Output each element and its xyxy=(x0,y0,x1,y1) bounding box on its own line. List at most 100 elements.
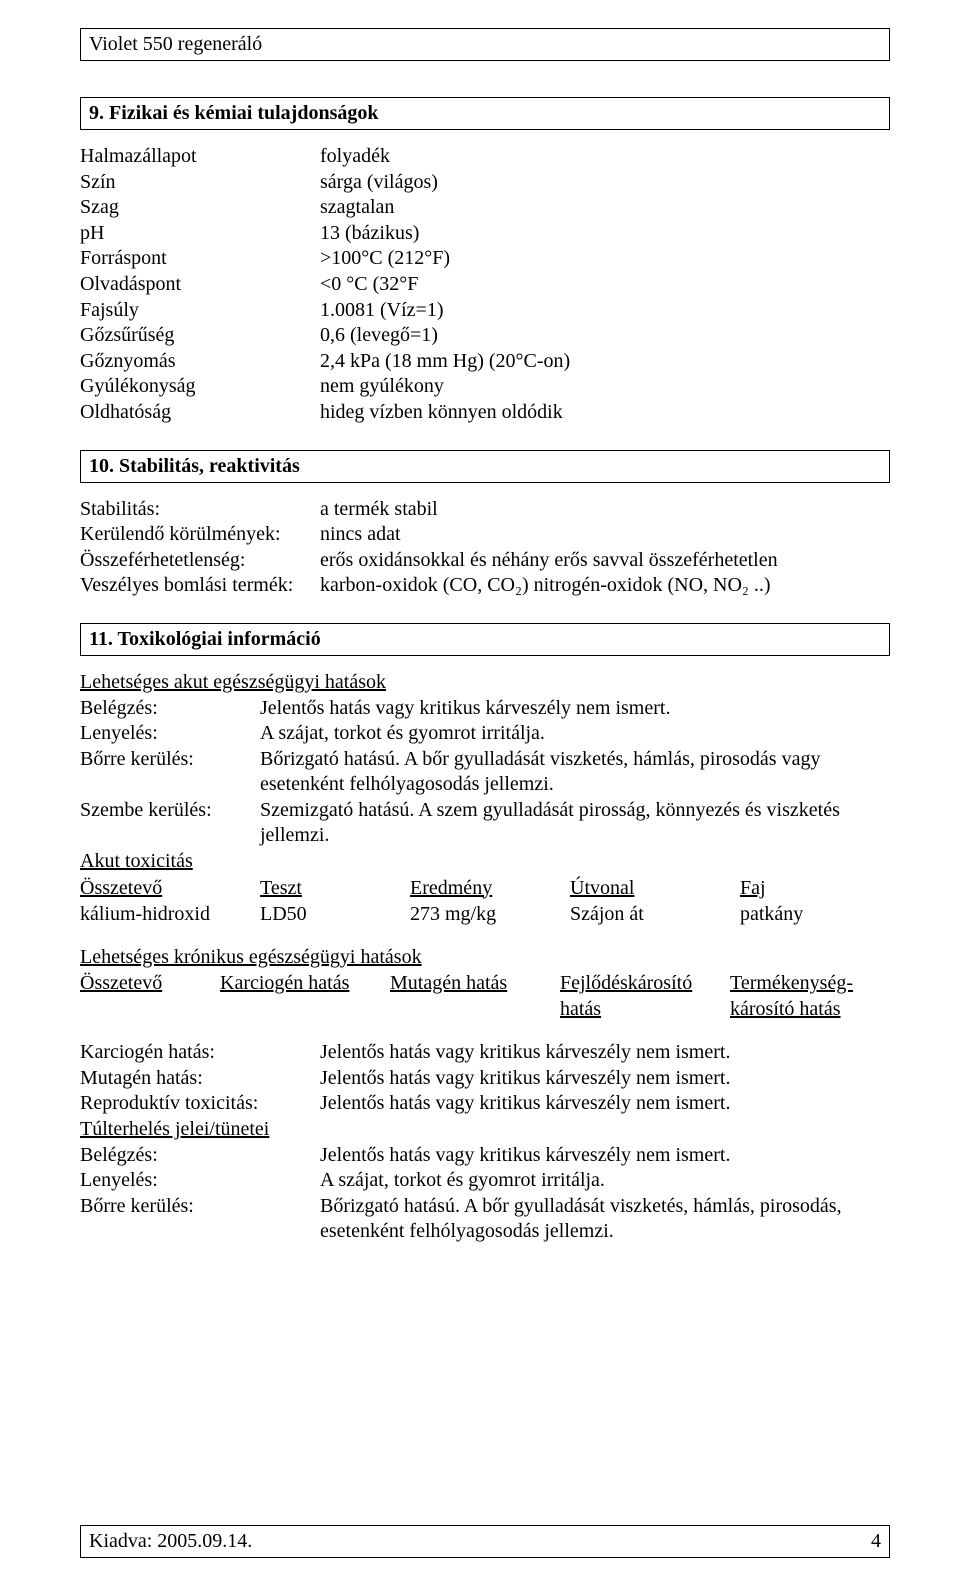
prop-key: Összeférhetetlenség: xyxy=(80,548,320,574)
prop-val: 2,4 kPa (18 mm Hg) (20°C-on) xyxy=(320,349,890,375)
col-header: Faj xyxy=(740,875,890,901)
overload-label: Túlterhelés jelei/tünetei xyxy=(80,1117,890,1143)
section-heading-10: 10. Stabilitás, reaktivitás xyxy=(80,450,890,483)
section-heading-text: 9. Fizikai és kémiai tulajdonságok xyxy=(89,102,378,124)
prop-key: Kerülendő körülmények: xyxy=(80,522,320,548)
prop-val: szagtalan xyxy=(320,195,890,221)
prop-key: Gőzsűrűség xyxy=(80,323,320,349)
prop-key: Belégzés: xyxy=(80,1143,320,1169)
prop-val: nem gyúlékony xyxy=(320,374,890,400)
col-header: Eredmény xyxy=(410,875,570,901)
table-row: Kerülendő körülmények: nincs adat xyxy=(80,522,890,548)
col-header: Karciogén hatás xyxy=(220,970,390,996)
table-row: Mutagén hatás: Jelentős hatás vagy kriti… xyxy=(80,1066,890,1092)
section-heading-text: 11. Toxikológiai információ xyxy=(89,628,321,650)
page-title: Violet 550 regeneráló xyxy=(89,33,262,55)
table-row: Veszélyes bomlási termék: karbon-oxidok … xyxy=(80,573,890,599)
footer-page-number: 4 xyxy=(871,1530,881,1553)
col-header: Összetevő xyxy=(80,875,260,901)
prop-val: A szájat, torkot és gyomrot irritálja. xyxy=(320,1168,890,1194)
table-row: Forráspont >100°C (212°F) xyxy=(80,246,890,272)
page-title-box: Violet 550 regeneráló xyxy=(80,28,890,61)
col-header: Mutagén hatás xyxy=(390,970,560,996)
table-row: Stabilitás: a termék stabil xyxy=(80,497,890,523)
prop-val: Szemizgató hatású. A szem gyulladását pi… xyxy=(260,798,890,849)
prop-val: hideg vízben könnyen oldódik xyxy=(320,400,890,426)
table-row: Gyúlékonyság nem gyúlékony xyxy=(80,374,890,400)
acute-tox-label: Akut toxicitás xyxy=(80,849,890,875)
col-header xyxy=(390,996,560,1022)
document-page: Violet 550 regeneráló 9. Fizikai és kémi… xyxy=(0,0,960,1586)
acute-subheading: Lehetséges akut egészségügyi hatások xyxy=(80,670,890,696)
prop-val: Jelentős hatás vagy kritikus kárveszély … xyxy=(320,1040,890,1066)
table-row: Karciogén hatás: Jelentős hatás vagy kri… xyxy=(80,1040,890,1066)
section-heading-text: 10. Stabilitás, reaktivitás xyxy=(89,455,300,477)
prop-key: Bőrre kerülés: xyxy=(80,747,260,798)
prop-key: Lenyelés: xyxy=(80,1168,320,1194)
prop-key: pH xyxy=(80,221,320,247)
col-header: Összetevő xyxy=(80,970,220,996)
table-row: Lenyelés: A szájat, torkot és gyomrot ir… xyxy=(80,1168,890,1194)
table-row: Bőrre kerülés: Bőrizgató hatású. A bőr g… xyxy=(80,747,890,798)
table-row: Oldhatóság hideg vízben könnyen oldódik xyxy=(80,400,890,426)
section-heading-9: 9. Fizikai és kémiai tulajdonságok xyxy=(80,97,890,130)
prop-key: Lenyelés: xyxy=(80,721,260,747)
prop-val: sárga (világos) xyxy=(320,170,890,196)
prop-val: karbon-oxidok (CO, CO₂) nitrogén-oxidok … xyxy=(320,573,890,599)
acute-effects-table: Belégzés: Jelentős hatás vagy kritikus k… xyxy=(80,696,890,850)
table-row: Olvadáspont <0 °C (32°F xyxy=(80,272,890,298)
prop-key: Reproduktív toxicitás: xyxy=(80,1091,320,1117)
prop-key: Szag xyxy=(80,195,320,221)
table-row: Szag szagtalan xyxy=(80,195,890,221)
prop-val: Jelentős hatás vagy kritikus kárveszély … xyxy=(320,1091,890,1117)
prop-key: Olvadáspont xyxy=(80,272,320,298)
chronic-effects-table: Karciogén hatás: Jelentős hatás vagy kri… xyxy=(80,1040,890,1117)
chronic-table-header: Összetevő Karciogén hatás Mutagén hatás … xyxy=(80,970,890,996)
col-header xyxy=(80,996,220,1022)
prop-key: Veszélyes bomlási termék: xyxy=(80,573,320,599)
prop-key: Karciogén hatás: xyxy=(80,1040,320,1066)
col-header: Fejlődéskárosító xyxy=(560,970,730,996)
prop-val: Bőrizgató hatású. A bőr gyulladását visz… xyxy=(320,1194,890,1245)
table-row: Reproduktív toxicitás: Jelentős hatás va… xyxy=(80,1091,890,1117)
prop-key: Gőznyomás xyxy=(80,349,320,375)
table-row: Gőznyomás 2,4 kPa (18 mm Hg) (20°C-on) xyxy=(80,349,890,375)
prop-val: 1.0081 (Víz=1) xyxy=(320,298,890,324)
prop-key: Belégzés: xyxy=(80,696,260,722)
acute-table-row: kálium-hidroxid LD50 273 mg/kg Szájon át… xyxy=(80,901,890,927)
section-heading-11: 11. Toxikológiai információ xyxy=(80,623,890,656)
table-row: Gőzsűrűség 0,6 (levegő=1) xyxy=(80,323,890,349)
prop-key: Mutagén hatás: xyxy=(80,1066,320,1092)
prop-key: Forráspont xyxy=(80,246,320,272)
table-row: Belégzés: Jelentős hatás vagy kritikus k… xyxy=(80,1143,890,1169)
col-header: Termékenység- xyxy=(730,970,890,996)
prop-val: Jelentős hatás vagy kritikus kárveszély … xyxy=(320,1066,890,1092)
prop-val: Bőrizgató hatású. A bőr gyulladását visz… xyxy=(260,747,890,798)
cell: LD50 xyxy=(260,901,410,927)
prop-key: Stabilitás: xyxy=(80,497,320,523)
prop-key: Oldhatóság xyxy=(80,400,320,426)
prop-key: Szembe kerülés: xyxy=(80,798,260,849)
prop-val: A szájat, torkot és gyomrot irritálja. xyxy=(260,721,890,747)
prop-val: a termék stabil xyxy=(320,497,890,523)
stability-table: Stabilitás: a termék stabil Kerülendő kö… xyxy=(80,497,890,599)
table-row: Halmazállapot folyadék xyxy=(80,144,890,170)
acute-table-header: Összetevő Teszt Eredmény Útvonal Faj xyxy=(80,875,890,901)
table-row: Összeférhetetlenség: erős oxidánsokkal é… xyxy=(80,548,890,574)
col-header: károsító hatás xyxy=(730,996,890,1022)
table-row: Lenyelés: A szájat, torkot és gyomrot ir… xyxy=(80,721,890,747)
overload-table: Belégzés: Jelentős hatás vagy kritikus k… xyxy=(80,1143,890,1245)
prop-val: <0 °C (32°F xyxy=(320,272,890,298)
cell: kálium-hidroxid xyxy=(80,901,260,927)
prop-key: Fajsúly xyxy=(80,298,320,324)
table-row: Szín sárga (világos) xyxy=(80,170,890,196)
footer-date: Kiadva: 2005.09.14. xyxy=(89,1530,252,1553)
page-footer: Kiadva: 2005.09.14. 4 xyxy=(80,1525,890,1558)
col-header: hatás xyxy=(560,996,730,1022)
cell: Szájon át xyxy=(570,901,740,927)
prop-key: Szín xyxy=(80,170,320,196)
prop-val: nincs adat xyxy=(320,522,890,548)
prop-key: Bőrre kerülés: xyxy=(80,1194,320,1245)
table-row: Belégzés: Jelentős hatás vagy kritikus k… xyxy=(80,696,890,722)
table-row: Fajsúly 1.0081 (Víz=1) xyxy=(80,298,890,324)
